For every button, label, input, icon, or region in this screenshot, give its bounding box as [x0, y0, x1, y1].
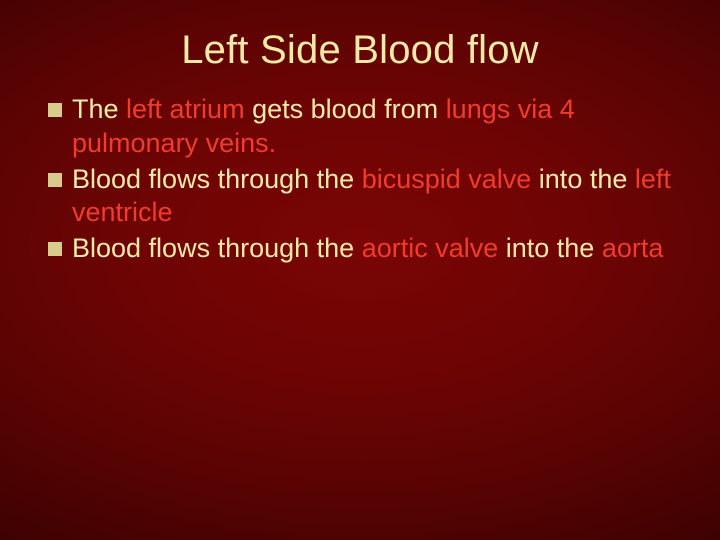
plain-text: into the: [539, 164, 635, 194]
slide-body: The left atrium gets blood from lungs vi…: [0, 93, 720, 266]
plain-text: The: [72, 94, 126, 124]
bullet-item: The left atrium gets blood from lungs vi…: [48, 93, 678, 161]
highlight-text: bicuspid valve: [362, 164, 539, 194]
slide: Left Side Blood flow The left atrium get…: [0, 0, 720, 540]
square-bullet-icon: [48, 103, 62, 117]
highlight-text: left atrium: [126, 94, 252, 124]
plain-text: into the: [506, 233, 602, 263]
bullet-text: The left atrium gets blood from lungs vi…: [72, 93, 678, 161]
bullet-item: Blood flows through the bicuspid valve i…: [48, 163, 678, 231]
plain-text: gets blood from: [252, 94, 446, 124]
bullet-text: Blood flows through the aortic valve int…: [72, 232, 678, 266]
slide-title: Left Side Blood flow: [0, 0, 720, 93]
square-bullet-icon: [48, 173, 62, 187]
plain-text: Blood flows through the: [72, 233, 362, 263]
square-bullet-icon: [48, 242, 62, 256]
bullet-item: Blood flows through the aortic valve int…: [48, 232, 678, 266]
bullet-text: Blood flows through the bicuspid valve i…: [72, 163, 678, 231]
highlight-text: aorta: [602, 233, 664, 263]
plain-text: Blood flows through the: [72, 164, 362, 194]
highlight-text: aortic valve: [362, 233, 506, 263]
